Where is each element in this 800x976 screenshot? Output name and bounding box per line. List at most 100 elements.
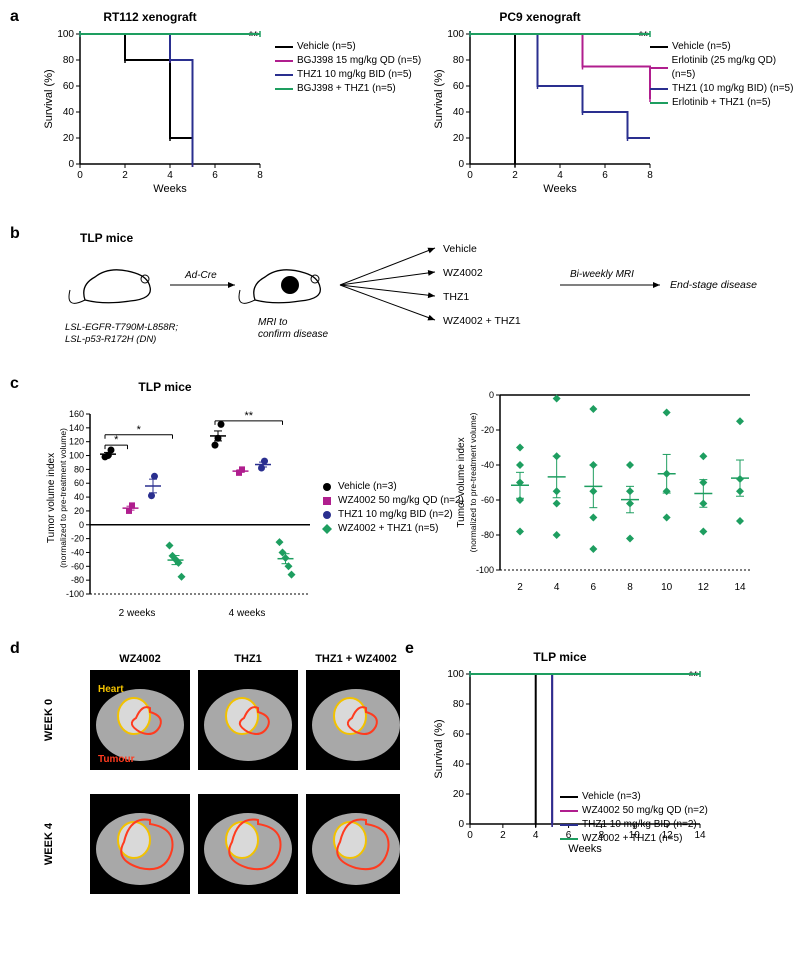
panel-c-right: -100-80-60-40-200Tumor volume index(norm… xyxy=(450,380,760,605)
legend-swatch xyxy=(275,74,293,76)
svg-text:End-stage disease: End-stage disease xyxy=(670,279,757,291)
svg-text:80: 80 xyxy=(63,55,75,66)
legend-label: THZ1 (10 mg/kg BID) (n=5) xyxy=(672,82,793,96)
panel-a-left: RT112 xenograft 02040608010002468WeeksSu… xyxy=(40,10,270,199)
svg-text:100: 100 xyxy=(69,451,84,461)
panel-e-legend: Vehicle (n=3)WZ4002 50 mg/kg QD (n=2)THZ… xyxy=(560,790,708,846)
svg-text:60: 60 xyxy=(63,81,75,92)
svg-text:2: 2 xyxy=(122,170,128,181)
svg-text:100: 100 xyxy=(57,29,74,40)
svg-text:0: 0 xyxy=(458,159,464,170)
svg-text:-20: -20 xyxy=(71,534,84,544)
svg-text:Survival (%): Survival (%) xyxy=(433,69,445,128)
svg-text:40: 40 xyxy=(453,759,465,770)
panel-label-c: c xyxy=(10,375,19,393)
legend-swatch xyxy=(650,67,668,69)
scatter-chart-combo-time: -100-80-60-40-200Tumor volume index(norm… xyxy=(450,380,760,600)
legend-label: Vehicle (n=3) xyxy=(338,480,397,494)
svg-text:0: 0 xyxy=(68,159,74,170)
legend-label: WZ4002 50 mg/kg QD (n=2) xyxy=(582,804,708,818)
svg-text:0: 0 xyxy=(77,170,83,181)
panel-b-diagram: TLP miceLSL-EGFR-T790M-L858R;LSL-p53-R17… xyxy=(40,230,780,360)
svg-text:THZ1: THZ1 xyxy=(234,653,262,665)
svg-text:-80: -80 xyxy=(71,575,84,585)
legend-label: Vehicle (n=5) xyxy=(672,40,731,54)
panel-e-title: TLP mice xyxy=(430,650,690,664)
svg-text:WEEK 0: WEEK 0 xyxy=(43,699,55,741)
svg-text:THZ1: THZ1 xyxy=(443,291,469,303)
svg-text:MRI to: MRI to xyxy=(258,317,288,328)
svg-text:8: 8 xyxy=(257,170,263,181)
workflow-diagram: TLP miceLSL-EGFR-T790M-L858R;LSL-p53-R17… xyxy=(40,230,780,360)
svg-text:Vehicle: Vehicle xyxy=(443,243,477,255)
svg-text:confirm disease: confirm disease xyxy=(258,329,328,340)
svg-text:Weeks: Weeks xyxy=(543,183,577,194)
svg-text:20: 20 xyxy=(74,506,84,516)
svg-text:(normalized to pre-treatment v: (normalized to pre-treatment volume) xyxy=(58,428,68,568)
svg-text:-100: -100 xyxy=(476,565,494,575)
legend-label: Erlotinib + THZ1 (n=5) xyxy=(672,96,771,110)
svg-text:-60: -60 xyxy=(71,561,84,571)
panel-label-e: e xyxy=(405,640,414,658)
svg-text:**: ** xyxy=(689,669,699,683)
legend-swatch xyxy=(275,88,293,90)
legend-label: Erlotinib (25 mg/kg QD) (n=5) xyxy=(672,54,800,82)
panel-a-right: PC9 xenograft 02040608010002468WeeksSurv… xyxy=(430,10,660,199)
svg-text:60: 60 xyxy=(453,729,465,740)
scatter-chart-tlp: -100-80-60-40-20020406080100120140160Tum… xyxy=(40,394,320,624)
svg-text:**: ** xyxy=(244,410,253,422)
svg-text:LSL-p53-R172H (DN): LSL-p53-R172H (DN) xyxy=(65,334,156,345)
legend-swatch xyxy=(650,88,668,90)
legend-label: THZ1 10 mg/kg BID (n=2) xyxy=(338,508,453,522)
legend-swatch xyxy=(650,46,668,48)
svg-text:4 weeks: 4 weeks xyxy=(229,608,266,619)
svg-text:4: 4 xyxy=(167,170,173,181)
panel-a-left-legend: Vehicle (n=5)BGJ398 15 mg/kg QD (n=5)THZ… xyxy=(275,40,421,96)
legend-label: THZ1 10 mg/kg BID (n=2) xyxy=(582,818,697,832)
svg-text:2: 2 xyxy=(512,170,518,181)
svg-text:120: 120 xyxy=(69,437,84,447)
panel-d-mri-grid: WZ4002THZ1THZ1 + WZ4002WEEK 0WEEK 4Heart… xyxy=(40,650,400,935)
svg-text:Bi-weekly MRI: Bi-weekly MRI xyxy=(570,269,634,280)
svg-text:-40: -40 xyxy=(71,547,84,557)
legend-label: WZ4002 50 mg/kg QD (n=2) xyxy=(338,494,464,508)
svg-text:Tumor volume index: Tumor volume index xyxy=(456,437,467,527)
svg-text:60: 60 xyxy=(74,478,84,488)
svg-text:2 weeks: 2 weeks xyxy=(119,608,156,619)
svg-text:40: 40 xyxy=(74,492,84,502)
panel-c-legend: Vehicle (n=3)WZ4002 50 mg/kg QD (n=2)THZ… xyxy=(320,480,464,536)
svg-text:TLP mice: TLP mice xyxy=(80,231,133,245)
svg-text:160: 160 xyxy=(69,409,84,419)
svg-text:6: 6 xyxy=(591,582,597,593)
svg-text:6: 6 xyxy=(602,170,608,181)
svg-text:**: ** xyxy=(639,29,649,43)
svg-text:-60: -60 xyxy=(481,495,494,505)
svg-text:*: * xyxy=(137,424,142,436)
legend-label: WZ4002 + THZ1 (n=5) xyxy=(338,522,438,536)
legend-swatch xyxy=(560,838,578,840)
svg-text:Heart: Heart xyxy=(98,684,124,695)
svg-text:-100: -100 xyxy=(66,589,84,599)
svg-text:(normalized to pre-treatment v: (normalized to pre-treatment volume) xyxy=(468,412,478,552)
svg-text:12: 12 xyxy=(698,582,710,593)
svg-text:40: 40 xyxy=(453,107,465,118)
svg-text:0: 0 xyxy=(79,520,84,530)
svg-text:Ad-Cre: Ad-Cre xyxy=(184,270,217,281)
svg-text:*: * xyxy=(114,434,119,446)
svg-text:Survival (%): Survival (%) xyxy=(433,719,445,778)
svg-text:80: 80 xyxy=(74,464,84,474)
svg-text:20: 20 xyxy=(453,789,465,800)
mri-grid: WZ4002THZ1THZ1 + WZ4002WEEK 0WEEK 4Heart… xyxy=(40,650,400,930)
panel-c-left: TLP mice -100-80-60-40-20020406080100120… xyxy=(40,380,320,629)
survival-chart-pc9: 02040608010002468WeeksSurvival (%)** xyxy=(430,24,660,194)
svg-text:WEEK 4: WEEK 4 xyxy=(43,822,55,865)
svg-text:0: 0 xyxy=(467,830,473,841)
legend-swatch xyxy=(275,46,293,48)
svg-text:2: 2 xyxy=(500,830,506,841)
svg-text:Weeks: Weeks xyxy=(153,183,187,194)
svg-text:4: 4 xyxy=(557,170,563,181)
svg-text:WZ4002: WZ4002 xyxy=(119,653,161,665)
svg-text:0: 0 xyxy=(489,390,494,400)
svg-text:80: 80 xyxy=(453,55,465,66)
svg-text:4: 4 xyxy=(533,830,539,841)
